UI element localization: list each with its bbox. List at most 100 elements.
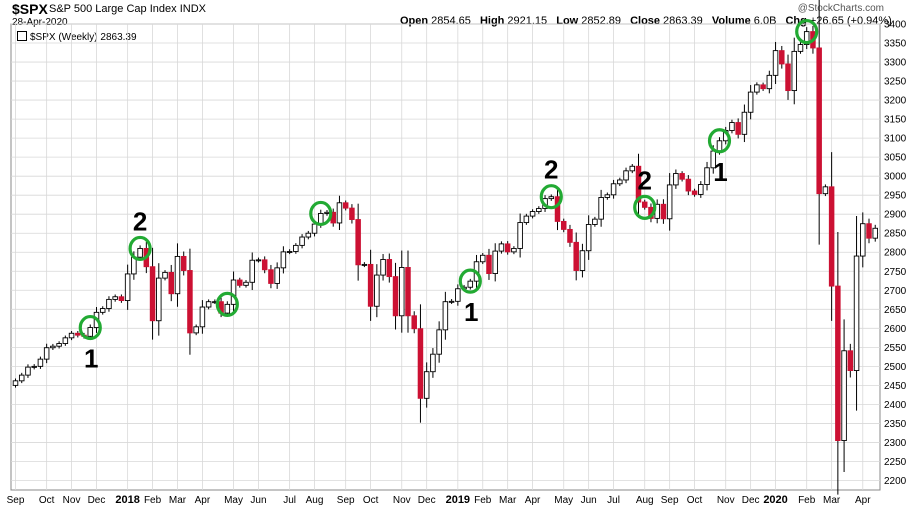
candle-body-down	[760, 84, 766, 90]
candle	[137, 245, 143, 261]
candle	[87, 324, 94, 340]
candle-body-up	[305, 232, 312, 238]
candle	[641, 199, 648, 210]
candle	[50, 343, 56, 351]
candle-body-up	[37, 358, 44, 367]
candle-body-down	[237, 279, 243, 286]
candle	[704, 161, 710, 191]
y-tick-label: 2350	[884, 419, 907, 430]
candle-body-up	[841, 350, 847, 441]
candle-body-up	[255, 259, 262, 262]
candle	[156, 263, 162, 336]
x-tick-label: Nov	[717, 495, 735, 506]
candle-body-down	[417, 328, 424, 399]
candle-body-up	[617, 179, 623, 185]
x-tick-label: Mar	[823, 495, 841, 506]
candle-body-up	[704, 167, 710, 185]
candle-body-up	[224, 303, 231, 314]
candle	[274, 262, 280, 289]
candle-body-up	[423, 371, 430, 399]
candle	[423, 362, 430, 408]
y-tick-label: 2850	[884, 229, 907, 240]
candle	[592, 216, 598, 227]
candle	[480, 253, 486, 265]
candle-body-down	[118, 296, 125, 302]
candle	[299, 234, 305, 249]
x-tick-label: Feb	[474, 495, 492, 506]
candle-body-down	[405, 267, 411, 317]
candle-body-down	[847, 350, 854, 372]
candle-body-down	[180, 255, 187, 271]
wave-label: 1	[713, 157, 727, 187]
candle	[554, 188, 561, 231]
candle	[872, 224, 878, 242]
candle	[149, 247, 156, 340]
candle-body-up	[336, 202, 343, 224]
candle-body-up	[579, 250, 586, 271]
candle	[791, 37, 798, 105]
candle-body-up	[498, 243, 505, 252]
candle	[760, 82, 766, 91]
candle-body-down	[349, 207, 355, 220]
candle	[772, 41, 779, 85]
x-tick-label: Nov	[63, 495, 81, 506]
candle-body-up	[106, 298, 112, 309]
candle	[243, 280, 249, 288]
candle-body-up	[772, 50, 779, 76]
candle-body-down	[355, 219, 361, 266]
candle	[99, 306, 106, 315]
candle	[392, 262, 399, 330]
candle	[604, 192, 611, 200]
candle	[12, 378, 19, 388]
candle-body-down	[660, 203, 667, 220]
candle-body-up	[872, 227, 878, 239]
candle	[162, 270, 168, 281]
candle	[741, 104, 748, 143]
candle-body-down	[785, 63, 791, 92]
candle	[324, 210, 330, 216]
candle-body-down	[685, 178, 692, 192]
candle	[822, 184, 829, 197]
candle	[511, 246, 517, 255]
candle-body-up	[666, 184, 673, 220]
candle-body-up	[860, 223, 866, 257]
candle-body-up	[623, 170, 629, 181]
candle-body-up	[299, 236, 305, 246]
x-tick-label: Oct	[687, 495, 703, 506]
candle-body-down	[168, 271, 174, 295]
candle-body-up	[698, 184, 704, 195]
candle	[361, 262, 368, 268]
candle	[610, 179, 617, 199]
candle	[860, 212, 866, 268]
candle	[735, 118, 741, 139]
y-tick-label: 3400	[884, 20, 907, 31]
candle-body-up	[318, 212, 324, 225]
y-tick-label: 3300	[884, 58, 907, 69]
candle	[380, 254, 386, 281]
candle	[685, 175, 692, 196]
candle	[255, 257, 262, 263]
candle-body-down	[342, 202, 349, 209]
candle-body-up	[361, 263, 368, 266]
annotation-circle	[309, 200, 333, 227]
candle-body-up	[156, 277, 162, 322]
candle-body-down	[261, 259, 268, 271]
y-tick-label: 2250	[884, 457, 907, 468]
candle	[467, 278, 474, 290]
candle-body-down	[828, 186, 835, 287]
y-tick-label: 2800	[884, 248, 907, 259]
candle	[835, 232, 841, 495]
x-tick-label: 2019	[446, 494, 470, 506]
candle-body-down	[779, 50, 785, 65]
candle-body-down	[679, 173, 685, 180]
candle-body-up	[56, 343, 62, 347]
candle-body-up	[137, 247, 143, 258]
wave-label: 1	[84, 344, 98, 374]
exchange: INDX	[179, 3, 206, 15]
y-tick-label: 2200	[884, 476, 907, 487]
candle-body-down	[735, 122, 741, 135]
candle	[448, 299, 455, 304]
candle-body-up	[174, 255, 181, 295]
annotation-circle	[78, 314, 102, 341]
index-name: S&P 500 Large Cap Index	[49, 3, 177, 15]
